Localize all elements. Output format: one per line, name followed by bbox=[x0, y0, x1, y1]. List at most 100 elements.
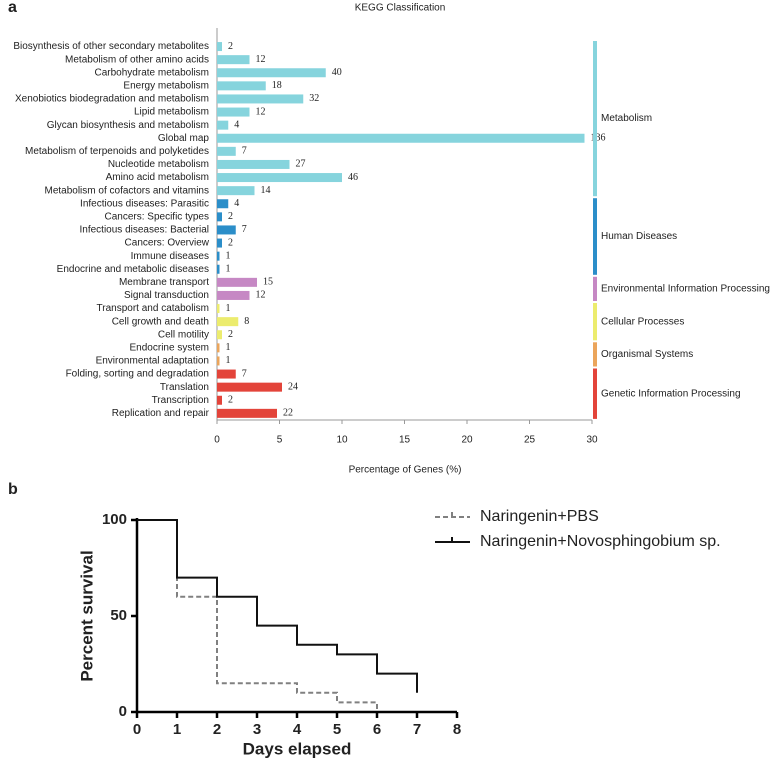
group-bracket bbox=[593, 276, 597, 301]
x-tick-label: 30 bbox=[586, 435, 598, 446]
bar bbox=[217, 55, 250, 65]
y-tick-label: Membrane transport bbox=[119, 277, 209, 288]
y-tick-label: Metabolism of cofactors and vitamins bbox=[44, 185, 209, 196]
y-tick-label: Infectious diseases: Bacterial bbox=[79, 225, 209, 236]
bar bbox=[217, 133, 585, 143]
y-tick-label: Metabolism of other amino acids bbox=[65, 54, 209, 65]
y-tick-label: Immune diseases bbox=[131, 251, 209, 262]
count-label: 1 bbox=[226, 303, 231, 314]
y-tick-label: Xenobiotics biodegradation and metabolis… bbox=[15, 94, 209, 105]
y-tick-label: 100 bbox=[102, 511, 127, 528]
count-label: 1 bbox=[226, 250, 231, 261]
y-tick-label: Lipid metabolism bbox=[134, 107, 209, 118]
count-label: 7 bbox=[242, 368, 247, 379]
count-label: 4 bbox=[234, 198, 239, 209]
bar bbox=[217, 68, 326, 78]
group-label: Genetic Information Processing bbox=[601, 388, 741, 399]
y-tick-label: Glycan biosynthesis and metabolism bbox=[47, 120, 209, 131]
group-label: Environmental Information Processing bbox=[601, 284, 770, 295]
bar bbox=[217, 290, 250, 300]
count-label: 136 bbox=[591, 133, 606, 144]
group-label: Human Diseases bbox=[601, 231, 677, 242]
y-tick-label: Endocrine system bbox=[130, 342, 209, 353]
y-tick-label: Amino acid metabolism bbox=[106, 172, 209, 183]
bar bbox=[217, 277, 257, 287]
group-label: Cellular Processes bbox=[601, 316, 684, 327]
bar bbox=[217, 225, 236, 235]
bar bbox=[217, 173, 342, 183]
count-label: 14 bbox=[261, 185, 271, 196]
panel-label: a bbox=[8, 0, 17, 16]
panel-label: b bbox=[8, 481, 18, 498]
y-tick-label: Metabolism of terpenoids and polyketides bbox=[25, 146, 209, 157]
legend-label: Naringenin+Novosphingobium sp. bbox=[480, 533, 721, 550]
bar bbox=[217, 120, 229, 130]
y-tick-label: Nucleotide metabolism bbox=[108, 159, 209, 170]
bar bbox=[217, 251, 220, 261]
bar bbox=[217, 42, 222, 52]
y-tick-label: Infectious diseases: Parasitic bbox=[80, 198, 209, 209]
x-tick-label: 25 bbox=[524, 435, 536, 446]
count-label: 8 bbox=[244, 316, 249, 327]
x-tick-label: 1 bbox=[173, 721, 181, 738]
group-bracket bbox=[593, 368, 597, 419]
count-label: 2 bbox=[228, 237, 233, 248]
y-tick-label: Transport and catabolism bbox=[97, 303, 209, 314]
y-tick-label: 50 bbox=[110, 607, 127, 624]
bar bbox=[217, 94, 304, 104]
count-label: 1 bbox=[226, 342, 231, 353]
x-tick-label: 5 bbox=[333, 721, 341, 738]
y-tick-label: Environmental adaptation bbox=[96, 356, 209, 367]
y-tick-label: 0 bbox=[119, 703, 127, 720]
count-label: 27 bbox=[296, 159, 306, 170]
x-axis-label: Percentage of Genes (%) bbox=[349, 465, 462, 476]
x-tick-label: 6 bbox=[373, 721, 381, 738]
x-tick-label: 15 bbox=[399, 435, 411, 446]
bar bbox=[217, 330, 222, 340]
count-label: 18 bbox=[272, 80, 282, 91]
count-label: 40 bbox=[332, 67, 342, 78]
x-tick-label: 3 bbox=[253, 721, 261, 738]
x-tick-label: 10 bbox=[336, 435, 348, 446]
bar bbox=[217, 264, 220, 274]
x-tick-label: 2 bbox=[213, 721, 221, 738]
legend-label: Naringenin+PBS bbox=[480, 508, 599, 525]
bar bbox=[217, 107, 250, 117]
y-tick-label: Folding, sorting and degradation bbox=[66, 369, 209, 380]
x-tick-label: 7 bbox=[413, 721, 421, 738]
bar bbox=[217, 146, 236, 156]
count-label: 12 bbox=[256, 54, 266, 65]
y-tick-label: Carbohydrate metabolism bbox=[95, 67, 210, 78]
count-label: 1 bbox=[226, 355, 231, 366]
count-label: 2 bbox=[228, 41, 233, 52]
y-tick-label: Energy metabolism bbox=[123, 80, 209, 91]
x-tick-label: 5 bbox=[277, 435, 283, 446]
bar bbox=[217, 199, 229, 209]
y-tick-label: Global map bbox=[158, 133, 210, 144]
y-tick-label: Transcription bbox=[152, 395, 209, 406]
bar bbox=[217, 81, 266, 91]
count-label: 46 bbox=[348, 172, 358, 183]
count-label: 12 bbox=[256, 106, 266, 117]
count-label: 24 bbox=[288, 381, 298, 392]
count-label: 2 bbox=[228, 395, 233, 406]
y-tick-label: Biosynthesis of other secondary metaboli… bbox=[13, 41, 209, 52]
group-bracket bbox=[593, 303, 597, 341]
bar bbox=[217, 159, 290, 169]
y-axis-label: Percent survival bbox=[77, 550, 96, 681]
x-tick-label: 20 bbox=[461, 435, 473, 446]
bar bbox=[217, 356, 220, 366]
bar bbox=[217, 395, 222, 405]
y-tick-label: Cell growth and death bbox=[112, 316, 209, 327]
group-bracket bbox=[593, 198, 597, 275]
chart-title: KEGG Classification bbox=[355, 3, 446, 14]
count-label: 2 bbox=[228, 211, 233, 222]
bar bbox=[217, 238, 222, 248]
bar bbox=[217, 304, 220, 314]
bar bbox=[217, 317, 239, 327]
x-tick-label: 0 bbox=[214, 435, 220, 446]
x-axis-label: Days elapsed bbox=[243, 739, 352, 758]
y-tick-label: Replication and repair bbox=[112, 408, 210, 419]
bar bbox=[217, 408, 277, 418]
